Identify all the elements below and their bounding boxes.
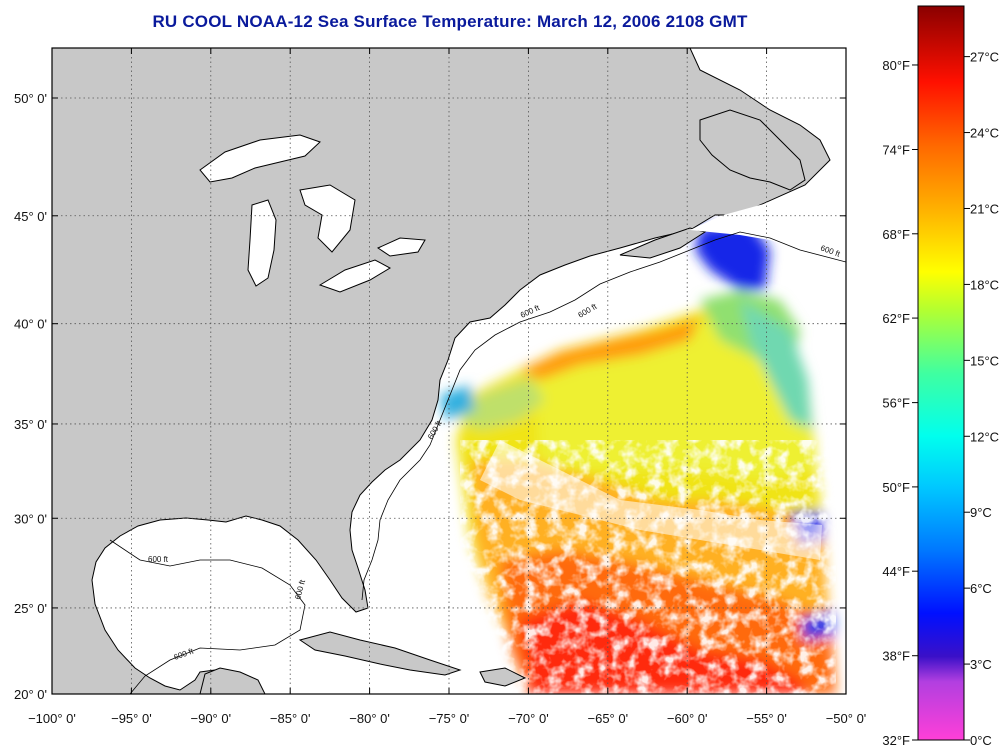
colorbar-f-label: 50°F <box>882 480 910 495</box>
longitude-labels: −100° 0' −95° 0' −90° 0' −85° 0' −80° 0' −75°… <box>28 711 866 726</box>
lon-tick-label: −90° 0' <box>191 711 232 726</box>
colorbar-c-label: 9°C <box>970 505 992 520</box>
continental-shelf <box>690 195 846 260</box>
colorbar-f-label: 56°F <box>882 396 910 411</box>
newfoundland-island <box>699 109 806 191</box>
colorbar-f-label: 44°F <box>882 564 910 579</box>
hispaniola-island <box>479 667 527 687</box>
map-title: RU COOL NOAA-12 Sea Surface Temperature:… <box>152 12 748 31</box>
axis-ticks <box>51 48 847 695</box>
colorbar-f-label: 38°F <box>882 649 910 664</box>
graticule <box>52 48 846 694</box>
lake-erie <box>318 259 392 293</box>
colorbar-f-label: 62°F <box>882 311 910 326</box>
colorbar-ticks: 32°F 38°F 44°F 50°F 56°F 62°F 68°F 74°F 80°F 0°C 3… <box>882 50 999 748</box>
lon-tick-label: −85° 0' <box>270 711 311 726</box>
lon-tick-label: −75° 0' <box>429 711 470 726</box>
great-lakes <box>199 134 426 293</box>
lon-tick-label: −65° 0' <box>588 711 629 726</box>
lat-tick-label: 45° 0' <box>14 209 47 224</box>
lake-superior <box>199 134 321 183</box>
lat-tick-label: 40° 0' <box>14 317 47 332</box>
isobath-label: 600 ft <box>148 555 169 564</box>
colorbar-f-label: 32°F <box>882 733 910 748</box>
colorbar-f-label: 74°F <box>882 143 910 158</box>
lon-tick-label: −55° 0' <box>746 711 787 726</box>
lat-tick-label: 25° 0' <box>14 601 47 616</box>
lon-tick-label: −50° 0' <box>826 711 867 726</box>
colorbar-c-label: 0°C <box>970 733 992 748</box>
lon-tick-label: −60° 0' <box>667 711 708 726</box>
colorbar-c-label: 21°C <box>970 201 999 216</box>
lake-ontario <box>376 237 426 257</box>
cloud-speckle <box>460 440 836 694</box>
land-masses <box>52 48 831 694</box>
lon-tick-label: −70° 0' <box>508 711 549 726</box>
nova-scotia <box>619 227 707 259</box>
cuba-island <box>298 631 462 676</box>
lon-tick-label: −80° 0' <box>349 711 390 726</box>
colorbar-c-label: 27°C <box>970 50 999 65</box>
yucatan-peninsula <box>199 667 266 694</box>
colorbar-c-label: 6°C <box>970 581 992 596</box>
lake-huron <box>299 184 356 253</box>
lat-tick-label: 50° 0' <box>14 91 47 106</box>
lat-tick-label: 20° 0' <box>14 687 47 702</box>
lat-tick-label: 30° 0' <box>14 511 47 526</box>
latitude-labels: 20° 0' 25° 0' 30° 0' 35° 0' 40° 0' 45° 0' 50° … <box>14 91 47 702</box>
colorbar-c-label: 15°C <box>970 353 999 368</box>
lake-michigan <box>247 199 277 287</box>
colorbar-c-label: 3°C <box>970 657 992 672</box>
colorbar-c-label: 18°C <box>970 277 999 292</box>
isobath-600ft <box>109 231 846 694</box>
colorbar-f-label: 68°F <box>882 227 910 242</box>
colorbar-c-label: 24°C <box>970 126 999 141</box>
lon-tick-label: −100° 0' <box>28 711 76 726</box>
north-america-land <box>52 48 831 694</box>
colorbar-f-label: 80°F <box>882 58 910 73</box>
colorbar <box>917 5 965 741</box>
lat-tick-label: 35° 0' <box>14 417 47 432</box>
colorbar-c-label: 12°C <box>970 429 999 444</box>
lon-tick-label: −95° 0' <box>111 711 152 726</box>
